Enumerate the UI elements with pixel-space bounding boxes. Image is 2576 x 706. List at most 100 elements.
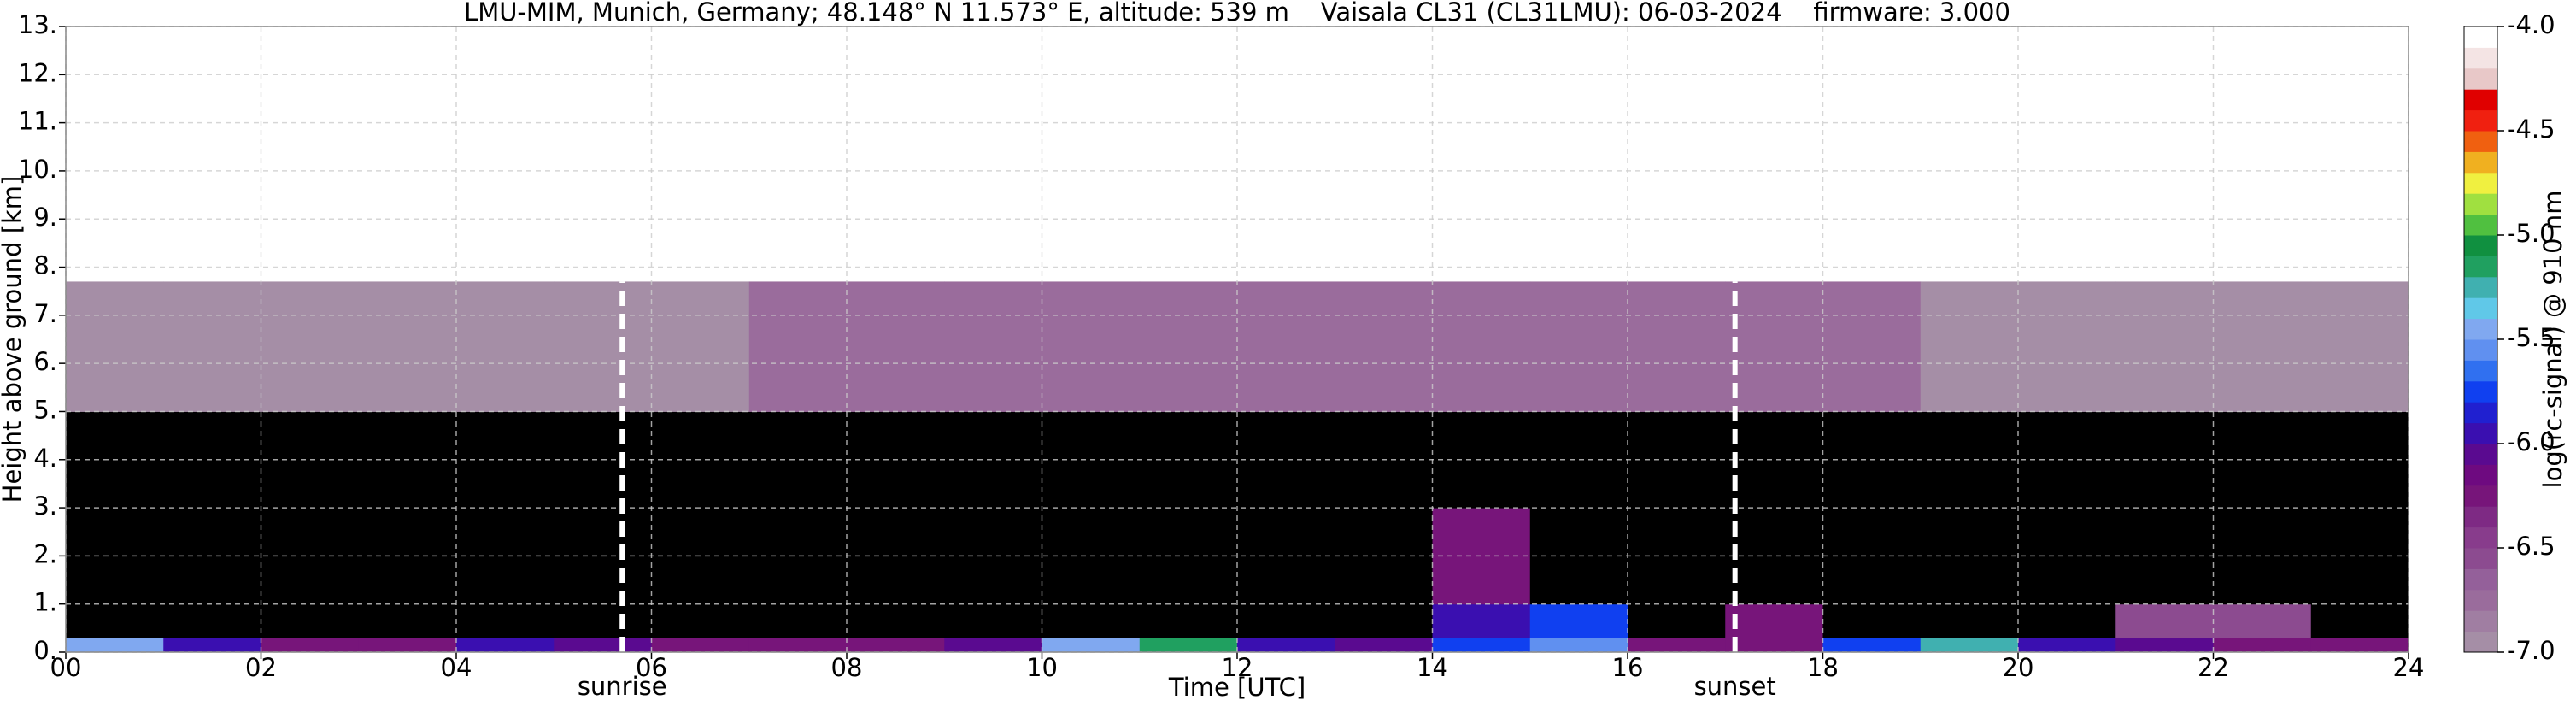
heatmap-cell <box>554 281 652 412</box>
y-tick-label: 7. <box>33 299 57 328</box>
heatmap-cell <box>1920 603 2019 638</box>
colorbar-swatch <box>2464 568 2497 591</box>
colorbar-swatch <box>2464 422 2497 444</box>
heatmap-cell <box>1335 603 1433 638</box>
heatmap-cell <box>261 603 360 638</box>
heatmap-cell <box>66 603 164 638</box>
colorbar-swatch <box>2464 276 2497 298</box>
chart-title: LMU-MIM, Munich, Germany; 48.148° N 11.5… <box>464 0 2010 26</box>
heatmap-cell <box>1432 281 1531 412</box>
colorbar-swatch <box>2464 485 2497 507</box>
heatmap-cell <box>456 603 555 638</box>
heatmap-cell <box>2115 638 2214 653</box>
colorbar-swatch <box>2464 26 2497 48</box>
heatmap-cell <box>1237 603 1335 638</box>
heatmap-cell <box>2115 603 2214 638</box>
heatmap-cell <box>1529 638 1628 653</box>
heatmap-cell <box>1529 281 1628 412</box>
y-tick-label: 9. <box>33 203 57 232</box>
heatmap-cell <box>1725 638 1823 653</box>
heatmap-cell <box>358 281 457 412</box>
heatmap-cell <box>847 281 945 412</box>
y-tick-label: 5. <box>33 395 57 424</box>
colorbar-swatch <box>2464 109 2497 132</box>
x-tick-label: 14 <box>1417 653 1448 682</box>
x-tick-label: 08 <box>831 653 863 682</box>
heatmap-cell <box>554 638 652 653</box>
heatmap-cell <box>66 638 164 653</box>
x-tick-label: 20 <box>2003 653 2034 682</box>
heatmap-cell <box>748 603 848 638</box>
y-tick-label: 6. <box>33 347 57 376</box>
colorbar-swatch <box>2464 589 2497 611</box>
heatmap-cell <box>2018 281 2116 412</box>
heatmap-cell <box>1822 638 1922 653</box>
y-tick-label: 12. <box>18 58 57 87</box>
heatmap-cell <box>66 281 164 412</box>
heatmap-cell <box>1628 281 1726 412</box>
colorbar-swatch <box>2464 527 2497 549</box>
colorbar-swatch <box>2464 193 2497 215</box>
heatmap-cell <box>651 603 750 638</box>
y-tick-label: 4. <box>33 444 57 473</box>
heatmap-cell <box>2213 603 2312 638</box>
colorbar-tick-label: -6.0 <box>2507 427 2555 456</box>
heatmap-cell <box>1042 638 1141 653</box>
x-tick-label: 12 <box>1222 653 1253 682</box>
heatmap-cell <box>261 638 360 653</box>
heatmap-cell <box>163 603 261 638</box>
heatmap-cell <box>2213 638 2312 653</box>
colorbar-swatch <box>2464 402 2497 424</box>
heatmap-cell <box>847 603 945 638</box>
x-tick-label: 10 <box>1026 653 1058 682</box>
colorbar-tick-label: -7.0 <box>2507 636 2555 665</box>
y-tick-label: 1. <box>33 588 57 617</box>
heatmap-cell <box>1042 603 1141 638</box>
colorbar-swatch <box>2464 235 2497 256</box>
x-tick-label: 06 <box>636 653 667 682</box>
heatmap-cell <box>1725 603 1823 638</box>
heatmap-cell <box>2310 603 2409 638</box>
colorbar-swatch <box>2464 318 2497 340</box>
colorbar-swatch <box>2464 380 2497 403</box>
colorbar-swatch <box>2464 297 2497 320</box>
colorbar-tick-label: -6.5 <box>2507 532 2555 561</box>
y-tick-label: 11. <box>18 107 57 136</box>
heatmap-cell <box>1432 638 1531 653</box>
heatmap-cell <box>1628 603 1726 638</box>
heatmap-cell <box>2018 603 2116 638</box>
colorbar-tick-label: -4.0 <box>2507 10 2555 39</box>
heatmap-cell <box>1237 281 1335 412</box>
heatmap-cell <box>1628 638 1726 653</box>
x-tick-label: 18 <box>1807 653 1839 682</box>
x-tick-label: 00 <box>50 653 82 682</box>
colorbar-tick-label: -4.5 <box>2507 115 2555 144</box>
heatmap-cell <box>944 638 1042 653</box>
heatmap-cell <box>1822 281 1922 412</box>
colorbar-swatch <box>2464 464 2497 486</box>
y-tick-label: 3. <box>33 491 57 521</box>
heatmap-cell <box>2310 638 2409 653</box>
heatmap-cell <box>944 281 1042 412</box>
heatmap-cell <box>2018 638 2116 653</box>
heatmap-cell <box>1822 603 1922 638</box>
heatmap-cell <box>358 603 457 638</box>
colorbar-swatch <box>2464 214 2497 236</box>
colorbar-swatch <box>2464 339 2497 361</box>
heatmap-cell <box>748 638 848 653</box>
x-axis-label: Time [UTC] <box>1168 673 1306 702</box>
y-tick-label: 0. <box>33 636 57 665</box>
colorbar-swatch <box>2464 444 2497 465</box>
heatmap-cell <box>748 281 848 412</box>
colorbar-swatch <box>2464 68 2497 90</box>
heatmap-cell <box>1725 281 1823 412</box>
heatmap-cell <box>456 638 555 653</box>
heatmap-cell <box>944 603 1042 638</box>
y-tick-label: 2. <box>33 539 57 568</box>
annotation-label: sunset <box>1694 672 1776 701</box>
heatmap-cell <box>2310 281 2409 412</box>
y-tick-label: 8. <box>33 251 57 280</box>
y-axis-label: Height above ground [km] <box>0 176 26 503</box>
